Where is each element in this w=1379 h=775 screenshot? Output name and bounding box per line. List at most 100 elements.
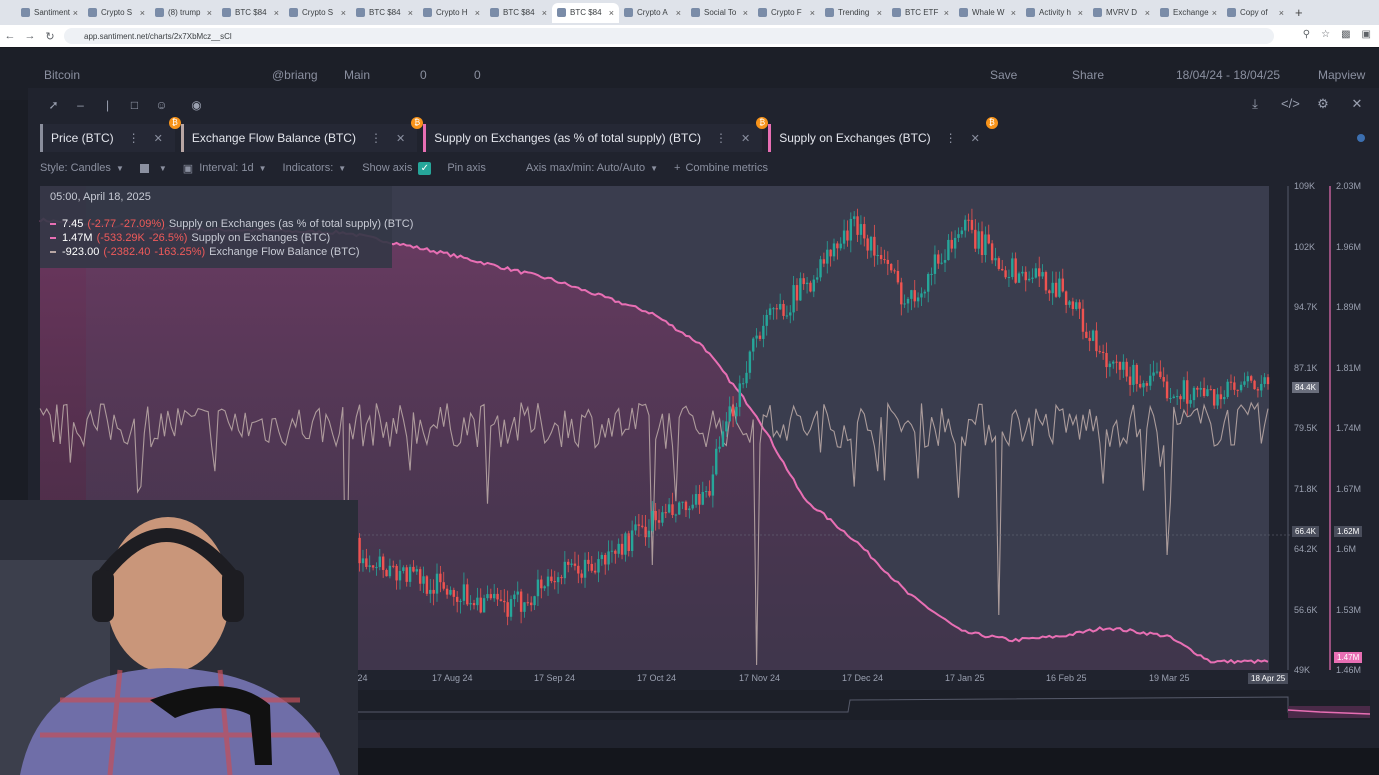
price-candle: [513, 590, 516, 607]
close-icon[interactable]: ✕: [395, 132, 406, 145]
price-candle: [933, 245, 937, 285]
close-tab-icon[interactable]: ×: [809, 7, 815, 18]
close-tab-icon[interactable]: ×: [943, 7, 949, 18]
price-candle: [439, 565, 442, 593]
forward-icon[interactable]: →: [24, 30, 36, 42]
more-icon[interactable]: ⋮: [944, 131, 957, 145]
date-range[interactable]: 18/04/24 - 18/04/25: [1176, 68, 1281, 82]
url-field[interactable]: app.santiment.net/charts/2x7XbMcz__sCl: [64, 28, 1274, 44]
metric-label: Supply on Exchanges (BTC): [779, 131, 931, 145]
close-tab-icon[interactable]: ×: [608, 7, 614, 18]
zoom-icon[interactable]: ⚲: [1302, 29, 1311, 40]
browser-tab[interactable]: Crypto F ×: [753, 3, 820, 23]
browser-tab[interactable]: BTC ETF ×: [887, 3, 954, 23]
bookmark-star-icon[interactable]: ☆: [1321, 29, 1331, 40]
embed-code-icon[interactable]: </>: [1281, 96, 1300, 111]
metric-chip-supply[interactable]: Supply on Exchanges (BTC) ⋮ ✕ ₿: [768, 117, 998, 152]
save-button[interactable]: Save: [990, 68, 1018, 82]
interval-dropdown[interactable]: ▣ Interval: 1d ▼: [183, 162, 267, 175]
more-icon[interactable]: ⋮: [714, 131, 727, 145]
close-tab-icon[interactable]: ×: [474, 7, 480, 18]
new-tab-button[interactable]: +: [1295, 5, 1303, 20]
eye-icon[interactable]: ◉: [191, 98, 202, 112]
close-tab-icon[interactable]: ×: [407, 7, 413, 18]
browser-tab[interactable]: MVRV D ×: [1088, 3, 1155, 23]
close-tab-icon[interactable]: ×: [72, 7, 78, 18]
browser-tab[interactable]: Whale W ×: [954, 3, 1021, 23]
browser-tab[interactable]: Trending ×: [820, 3, 887, 23]
close-tab-icon[interactable]: ×: [273, 7, 279, 18]
browser-tab[interactable]: Crypto S ×: [83, 3, 150, 23]
browser-tab[interactable]: (8) trump ×: [150, 3, 217, 23]
close-tab-icon[interactable]: ×: [1144, 7, 1150, 18]
style-dropdown[interactable]: Style: Candles ▼: [40, 162, 124, 174]
browser-tab[interactable]: BTC $84 ×: [485, 3, 552, 23]
close-tab-icon[interactable]: ×: [1278, 7, 1284, 18]
share-button[interactable]: Share: [1072, 68, 1105, 82]
browser-tab[interactable]: Exchange ×: [1155, 3, 1222, 23]
close-icon[interactable]: ✕: [1351, 96, 1363, 111]
close-tab-icon[interactable]: ×: [139, 7, 145, 18]
cast-icon[interactable]: ▩: [1341, 29, 1351, 40]
browser-tab[interactable]: Activity h ×: [1021, 3, 1088, 23]
vertical-line-icon[interactable]: |: [105, 98, 110, 112]
tab-title: Activity h: [1039, 8, 1072, 17]
comments-count[interactable]: 0: [420, 68, 427, 82]
price-candle: [1229, 374, 1233, 391]
price-candle: [1172, 394, 1175, 399]
browser-tab[interactable]: Santiment ×: [16, 3, 83, 23]
close-icon[interactable]: ✕: [740, 132, 751, 145]
browser-tab[interactable]: Crypto A ×: [619, 3, 686, 23]
download-icon[interactable]: ⤓: [1252, 96, 1258, 111]
extensions-icon[interactable]: ▣: [1361, 29, 1371, 40]
horizontal-line-icon[interactable]: –: [77, 98, 84, 112]
color-picker[interactable]: ▼: [139, 163, 167, 173]
tab-title: BTC ETF: [905, 8, 939, 17]
bottom-toolbar: [358, 748, 1379, 775]
pin-axis-toggle[interactable]: Pin axis: [447, 162, 486, 174]
browser-tab[interactable]: BTC $84 ×: [552, 2, 619, 23]
price-candle: [802, 273, 805, 290]
close-tab-icon[interactable]: ×: [340, 7, 346, 18]
axis-maxmin-label: Axis max/min: Auto/Auto: [525, 162, 646, 174]
more-icon[interactable]: ⋮: [127, 131, 140, 145]
trend-line-icon[interactable]: ➚: [48, 98, 59, 112]
close-tab-icon[interactable]: ×: [1010, 7, 1016, 18]
browser-tab[interactable]: Copy of ×: [1222, 3, 1289, 23]
emoji-icon[interactable]: ☺: [155, 98, 168, 112]
view-mode[interactable]: Mapview: [1318, 68, 1366, 82]
browser-tab[interactable]: BTC $84 ×: [351, 3, 418, 23]
indicators-dropdown[interactable]: Indicators: ▼: [283, 162, 347, 174]
price-candle: [886, 251, 890, 276]
close-tab-icon[interactable]: ×: [541, 7, 547, 18]
close-tab-icon[interactable]: ×: [742, 7, 748, 18]
reload-icon[interactable]: ↻: [45, 30, 55, 43]
axis-maxmin-dropdown[interactable]: Axis max/min: Auto/Auto ▼: [526, 162, 658, 174]
gear-icon[interactable]: ⚙: [1317, 96, 1329, 111]
browser-tab[interactable]: Crypto S ×: [284, 3, 351, 23]
metric-chip-price[interactable]: Price (BTC) ⋮ ✕ ₿: [40, 117, 181, 152]
checkmark-icon[interactable]: ✓: [418, 161, 432, 175]
more-icon[interactable]: ⋮: [369, 131, 382, 145]
close-icon[interactable]: ✕: [153, 132, 163, 145]
layout-name[interactable]: Main: [344, 68, 371, 82]
close-tab-icon[interactable]: ×: [876, 7, 882, 18]
price-candle: [540, 575, 543, 599]
user-handle[interactable]: @briang: [272, 68, 318, 82]
browser-tab[interactable]: Social To ×: [686, 3, 753, 23]
close-tab-icon[interactable]: ×: [206, 7, 212, 18]
show-axis-toggle[interactable]: Show axis ✓: [362, 161, 432, 175]
metric-chip-supply-pct[interactable]: Supply on Exchanges (as % of total suppl…: [423, 117, 769, 152]
likes-count[interactable]: 0: [474, 68, 481, 82]
microphone-arm-shape: [150, 686, 272, 765]
combine-metrics-button[interactable]: + Combine metrics: [674, 162, 768, 174]
close-tab-icon[interactable]: ×: [1211, 7, 1217, 18]
note-icon[interactable]: □: [130, 98, 139, 112]
back-icon[interactable]: ←: [4, 30, 16, 42]
close-tab-icon[interactable]: ×: [675, 7, 681, 18]
browser-tab[interactable]: BTC $84 ×: [217, 3, 284, 23]
close-tab-icon[interactable]: ×: [1077, 7, 1083, 18]
browser-tab[interactable]: Crypto H ×: [418, 3, 485, 23]
metric-chip-exchange-flow[interactable]: Exchange Flow Balance (BTC) ⋮ ✕ ₿: [180, 117, 424, 152]
close-icon[interactable]: ✕: [970, 132, 980, 145]
